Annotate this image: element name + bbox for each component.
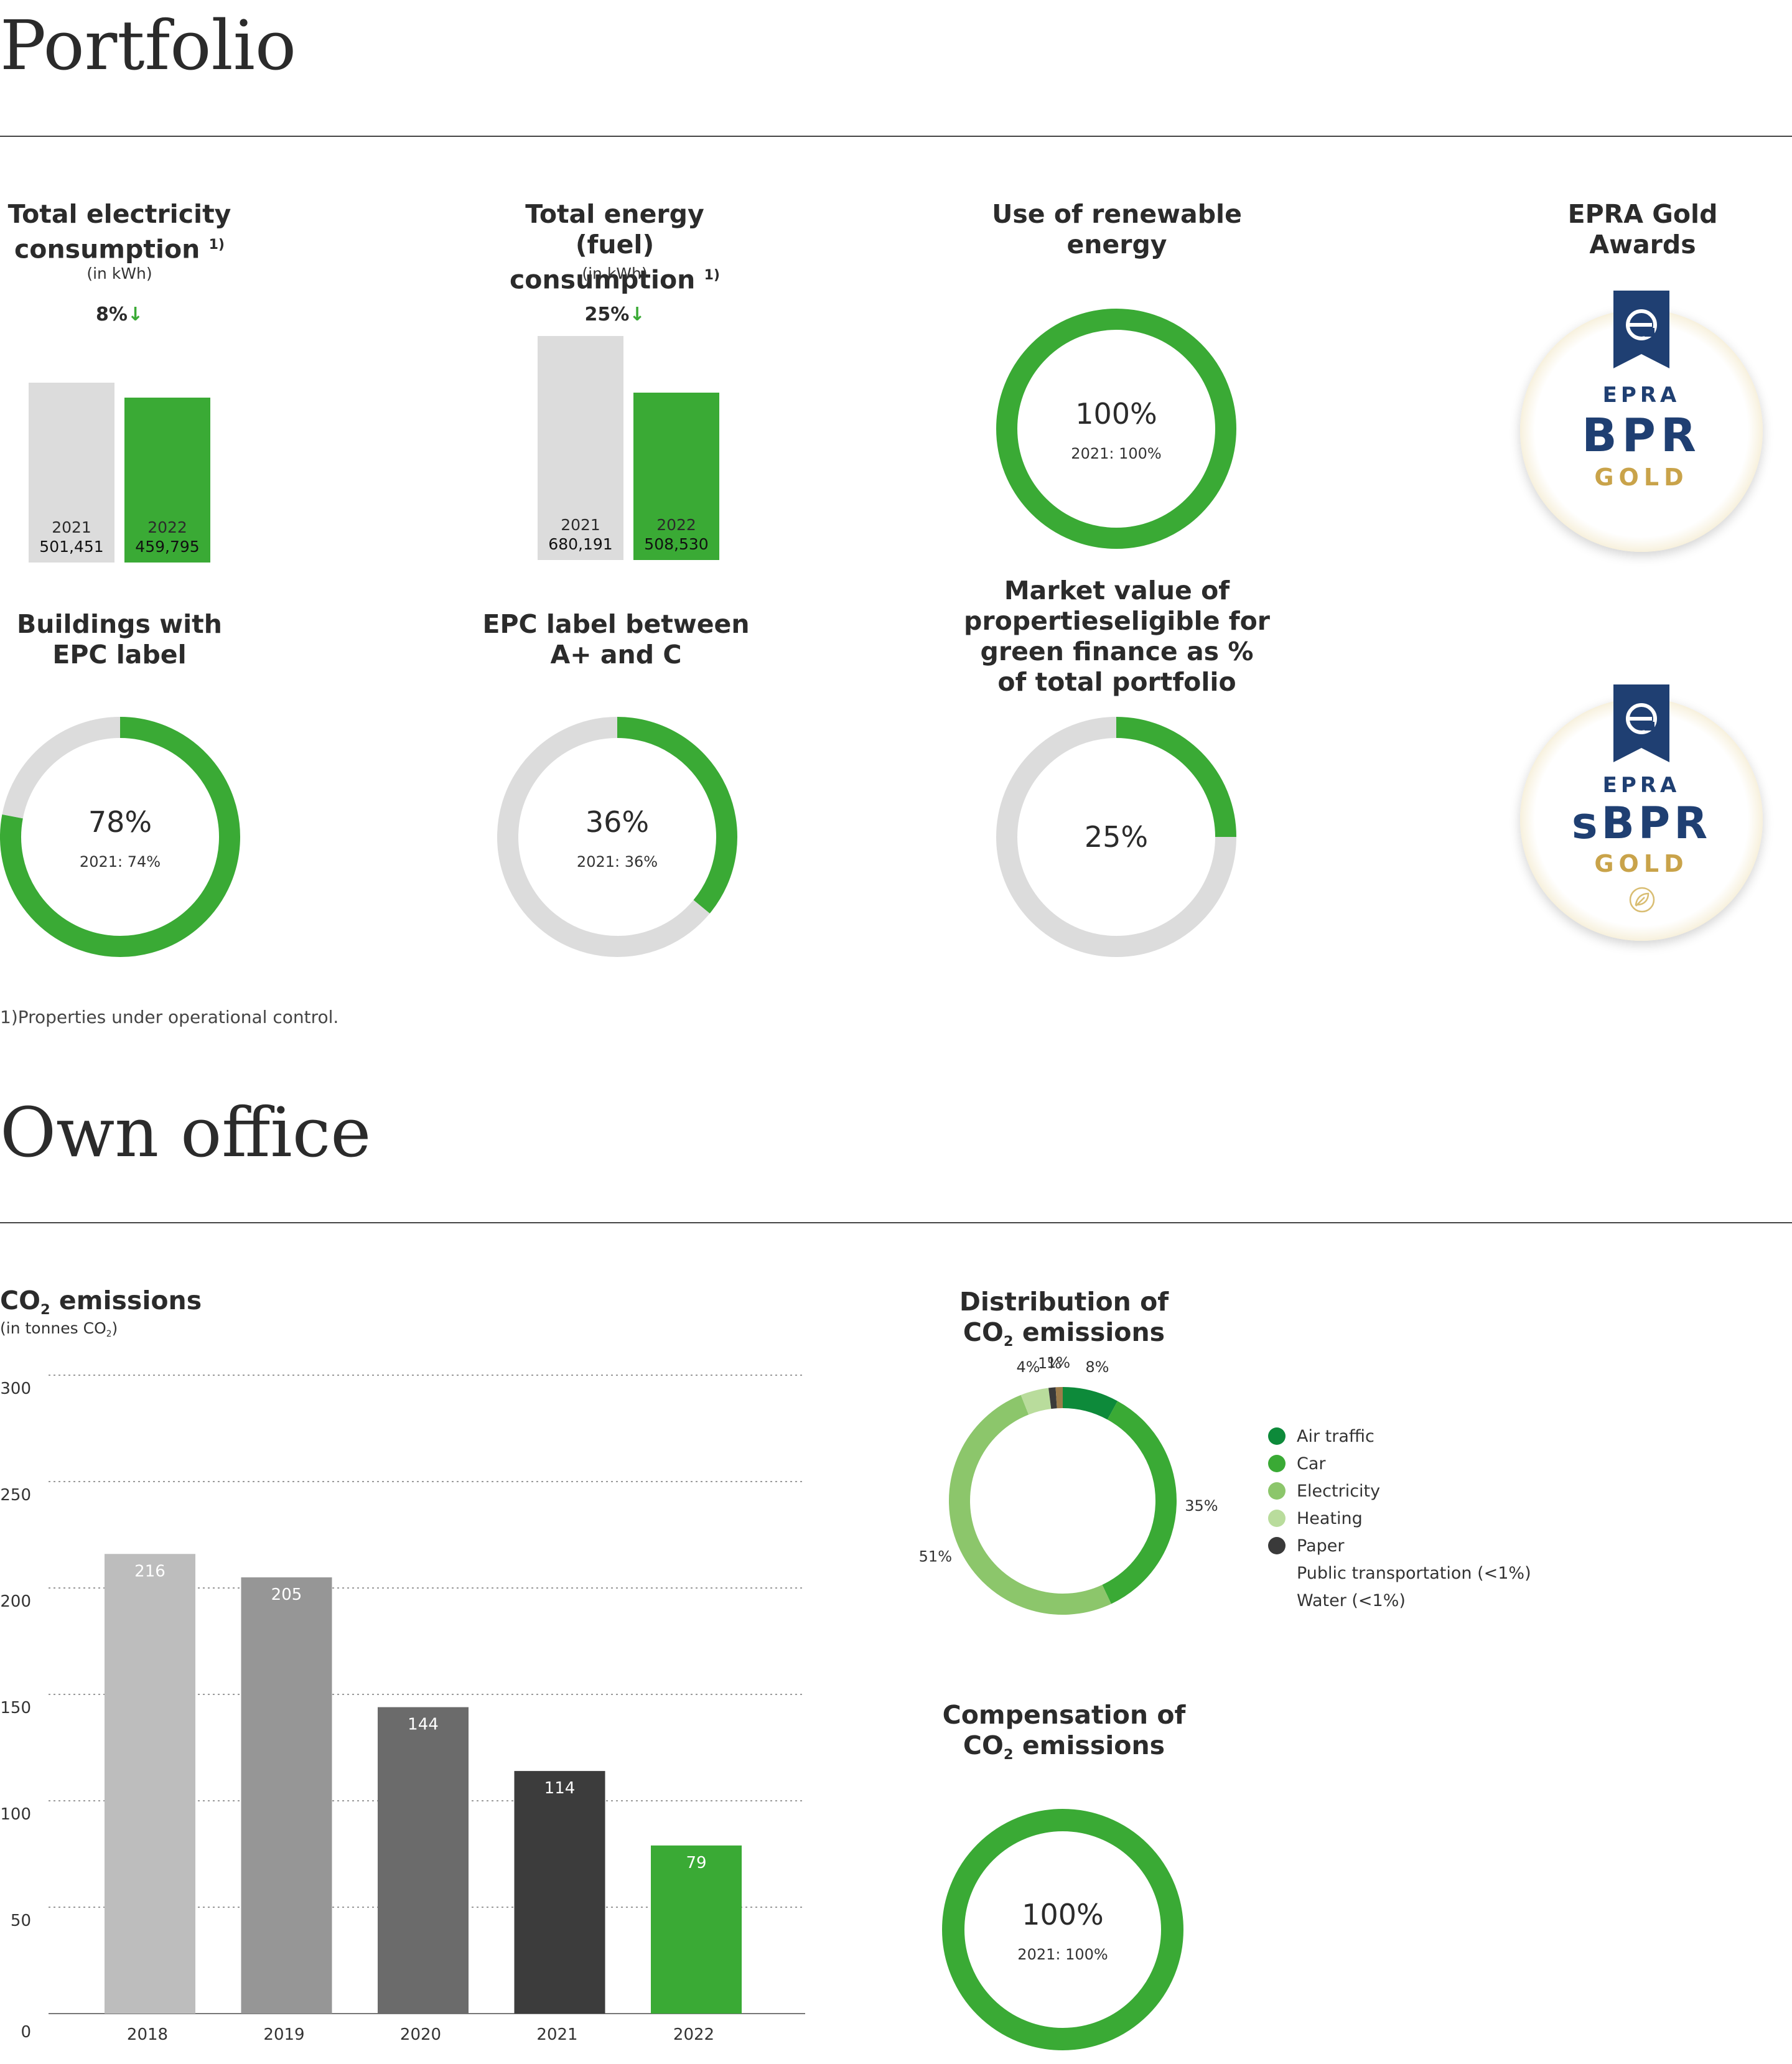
donut-slice: [959, 1405, 1107, 1604]
legend-swatch: [1268, 1537, 1286, 1554]
compensation-title-sub: 2: [1004, 1747, 1014, 1763]
donut-slice-label: 51%: [919, 1548, 952, 1566]
legend-label: Heating: [1297, 1509, 1363, 1528]
y-tick-label: 0: [21, 2023, 31, 2042]
legend-label: Car: [1297, 1454, 1326, 1473]
legend-label: Paper: [1297, 1536, 1344, 1556]
y-tick-label: 50: [11, 1912, 31, 1930]
legend-swatch: [1268, 1592, 1286, 1609]
compensation-title-line1: Compensation of: [908, 1700, 1220, 1730]
compensation-title-rest: emissions: [1014, 1730, 1165, 1760]
legend-item: Car: [1268, 1450, 1531, 1477]
compensation-donut-chart: 100% 2021: 100%: [931, 1798, 1195, 2064]
y-tick-label: 250: [0, 1486, 31, 1505]
x-tick-label: 2019: [263, 2025, 304, 2044]
legend-item: Heating: [1268, 1505, 1531, 1532]
legend-swatch: [1268, 1427, 1286, 1445]
bar: [515, 1771, 605, 2014]
legend-label: Electricity: [1297, 1482, 1380, 1501]
legend-swatch: [1268, 1510, 1286, 1527]
y-tick-label: 100: [0, 1805, 31, 1824]
legend-swatch: [1268, 1482, 1286, 1500]
bar-value-label: 79: [686, 1854, 706, 1872]
legend-label: Water (<1%): [1297, 1591, 1406, 1610]
donut-slice-label: 8%: [1085, 1358, 1109, 1376]
donut-slice-label: 1%: [1047, 1354, 1070, 1371]
legend-item: Public transportation (<1%): [1268, 1559, 1531, 1587]
donut-svg: 100% 2021: 100%: [931, 1798, 1195, 2062]
legend-label: Public transportation (<1%): [1297, 1564, 1531, 1583]
donut-slice-label: 35%: [1185, 1497, 1218, 1515]
donut-slice: [1025, 1398, 1050, 1404]
bar-value-label: 205: [271, 1585, 302, 1604]
distribution-donut-chart: 8%35%51%4%1%1%: [864, 1302, 1262, 1702]
bar-value-label: 144: [408, 1716, 439, 1734]
legend-item: Paper: [1268, 1532, 1531, 1559]
y-tick-label: 150: [0, 1699, 31, 1717]
y-tick-label: 300: [0, 1380, 31, 1398]
y-tick-label: 200: [0, 1592, 31, 1611]
x-tick-label: 2021: [536, 2025, 577, 2044]
bar-value-label: 216: [134, 1562, 166, 1581]
x-tick-label: 2020: [400, 2025, 441, 2044]
donut-value-label: 100%: [1022, 1898, 1104, 1931]
bar: [378, 1707, 469, 2014]
bar-value-label: 114: [544, 1779, 576, 1798]
compensation-title: Compensation of CO2 emissions: [908, 1700, 1220, 1770]
legend-swatch: [1268, 1564, 1286, 1582]
legend-item: Air traffic: [1268, 1422, 1531, 1450]
donut-slice-label: 4%: [1017, 1358, 1040, 1376]
x-tick-label: 2022: [673, 2025, 714, 2044]
legend-item: Water (<1%): [1268, 1587, 1531, 1614]
donut-slice: [1107, 1411, 1166, 1595]
legend-swatch: [1268, 1455, 1286, 1472]
legend-label: Air traffic: [1297, 1427, 1374, 1446]
legend-item: Electricity: [1268, 1477, 1531, 1505]
bar: [105, 1554, 195, 2014]
distribution-legend: Air traffic Car Electricity Heating Paper Pub…: [1268, 1422, 1531, 1614]
bar: [241, 1577, 332, 2014]
compensation-title-main: CO: [963, 1730, 1004, 1760]
donut-svg: 8%35%51%4%1%1%: [864, 1302, 1262, 1700]
donut-previous-label: 2021: 100%: [1017, 1946, 1108, 1963]
donut-slice: [1063, 1398, 1113, 1411]
x-tick-label: 2018: [127, 2025, 168, 2044]
